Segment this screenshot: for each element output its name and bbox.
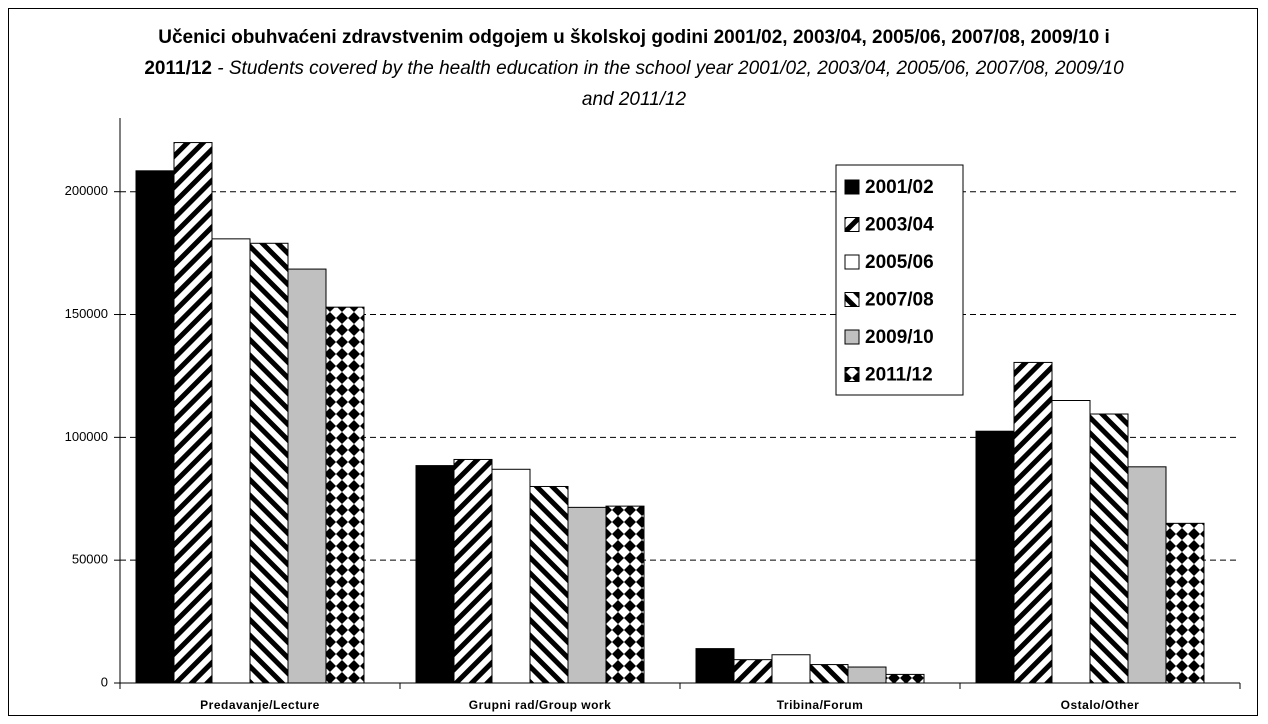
bar — [453, 458, 493, 684]
bar — [325, 306, 365, 684]
bar — [135, 170, 175, 684]
x-tick-label: Predavanje/Lecture — [200, 698, 320, 712]
x-tick-label: Tribina/Forum — [777, 698, 864, 712]
chart-subtitle: - Students covered by the health educati… — [217, 58, 1124, 110]
bar — [491, 468, 531, 684]
legend-label: 2001/02 — [865, 177, 934, 198]
bar — [567, 506, 607, 684]
y-tick-label: 150000 — [65, 306, 108, 321]
bar — [249, 242, 289, 684]
bar — [1127, 466, 1167, 684]
bar — [847, 666, 887, 684]
y-tick-label: 200000 — [65, 183, 108, 198]
y-tick-label: 50000 — [72, 552, 108, 567]
y-tick-label: 100000 — [65, 429, 108, 444]
bar — [1051, 400, 1091, 684]
title-block: Učenici obuhvaćeni zdravstvenim odgojem … — [134, 22, 1134, 115]
bar — [695, 648, 735, 684]
bar — [733, 659, 773, 684]
legend-swatch — [844, 217, 860, 232]
chart-title: Učenici obuhvaćeni zdravstvenim odgojem … — [144, 27, 1110, 79]
legend-label: 2011/12 — [865, 365, 933, 386]
bar — [211, 238, 251, 684]
legend-label: 2007/08 — [865, 290, 934, 311]
legend-label: 2003/04 — [865, 215, 934, 236]
bar — [1089, 413, 1129, 684]
legend-swatch — [844, 329, 860, 345]
bar — [885, 673, 925, 684]
legend-label: 2009/10 — [865, 327, 934, 348]
y-tick-label: 0 — [101, 674, 108, 689]
bar — [975, 430, 1015, 684]
bar — [287, 268, 327, 684]
bar — [809, 664, 849, 684]
legend-swatch — [844, 367, 860, 382]
legend-swatch — [844, 254, 860, 270]
x-tick-label: Grupni rad/Group work — [469, 698, 612, 712]
legend-label: 2005/06 — [865, 252, 934, 273]
legend-swatch — [844, 292, 860, 307]
chart-frame — [8, 8, 1258, 716]
bar — [529, 485, 569, 684]
x-tick-label: Ostalo/Other — [1061, 698, 1140, 712]
bar — [1165, 522, 1205, 684]
legend-box — [835, 164, 964, 396]
legend-swatch — [844, 179, 860, 195]
bar — [173, 142, 213, 684]
bar — [1013, 361, 1053, 684]
bar — [605, 505, 645, 684]
bar — [771, 654, 811, 684]
bar — [415, 465, 455, 684]
